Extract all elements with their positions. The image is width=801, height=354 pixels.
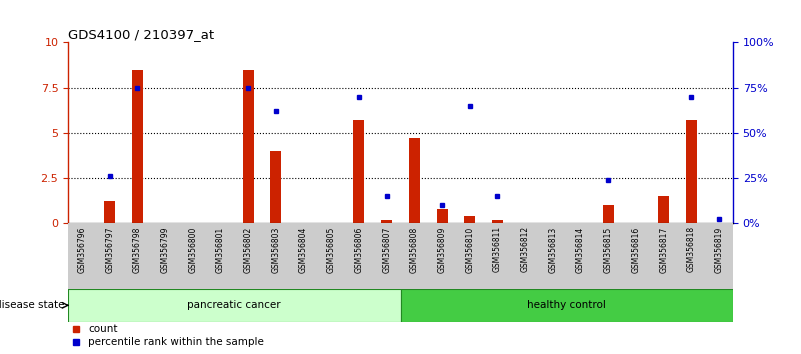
Bar: [492, 220, 503, 223]
Bar: [270, 151, 281, 223]
Text: GSM356819: GSM356819: [714, 226, 723, 273]
Bar: [400, 289, 733, 322]
Text: GDS4100 / 210397_at: GDS4100 / 210397_at: [68, 28, 214, 41]
Bar: [68, 289, 400, 322]
Text: GSM356796: GSM356796: [78, 226, 87, 273]
Bar: [243, 70, 254, 223]
Bar: [353, 120, 364, 223]
Text: GSM356807: GSM356807: [382, 226, 391, 273]
Text: disease state: disease state: [0, 300, 64, 310]
Text: count: count: [88, 324, 118, 334]
Text: GSM356797: GSM356797: [105, 226, 114, 273]
Text: GSM356809: GSM356809: [437, 226, 446, 273]
Text: GSM356808: GSM356808: [410, 226, 419, 273]
Bar: [409, 138, 420, 223]
Text: GSM356800: GSM356800: [188, 226, 197, 273]
Text: GSM356799: GSM356799: [160, 226, 170, 273]
Text: pancreatic cancer: pancreatic cancer: [187, 300, 281, 310]
Text: GSM356817: GSM356817: [659, 226, 668, 273]
Text: GSM356812: GSM356812: [521, 226, 529, 273]
Text: GSM356810: GSM356810: [465, 226, 474, 273]
Bar: [381, 220, 392, 223]
Text: GSM356801: GSM356801: [216, 226, 225, 273]
Text: GSM356798: GSM356798: [133, 226, 142, 273]
Text: GSM356814: GSM356814: [576, 226, 585, 273]
Bar: [437, 209, 448, 223]
Text: GSM356804: GSM356804: [299, 226, 308, 273]
Text: percentile rank within the sample: percentile rank within the sample: [88, 337, 264, 347]
Bar: [465, 216, 475, 223]
Text: GSM356811: GSM356811: [493, 226, 502, 273]
Text: GSM356805: GSM356805: [327, 226, 336, 273]
Text: GSM356803: GSM356803: [272, 226, 280, 273]
Text: GSM356806: GSM356806: [355, 226, 364, 273]
Text: GSM356802: GSM356802: [244, 226, 252, 273]
Text: healthy control: healthy control: [527, 300, 606, 310]
Bar: [686, 120, 697, 223]
Bar: [602, 205, 614, 223]
Text: GSM356813: GSM356813: [549, 226, 557, 273]
Text: GSM356815: GSM356815: [604, 226, 613, 273]
Bar: [658, 196, 669, 223]
Text: GSM356818: GSM356818: [687, 226, 696, 273]
Bar: [104, 201, 115, 223]
Bar: [132, 70, 143, 223]
Text: GSM356816: GSM356816: [631, 226, 641, 273]
